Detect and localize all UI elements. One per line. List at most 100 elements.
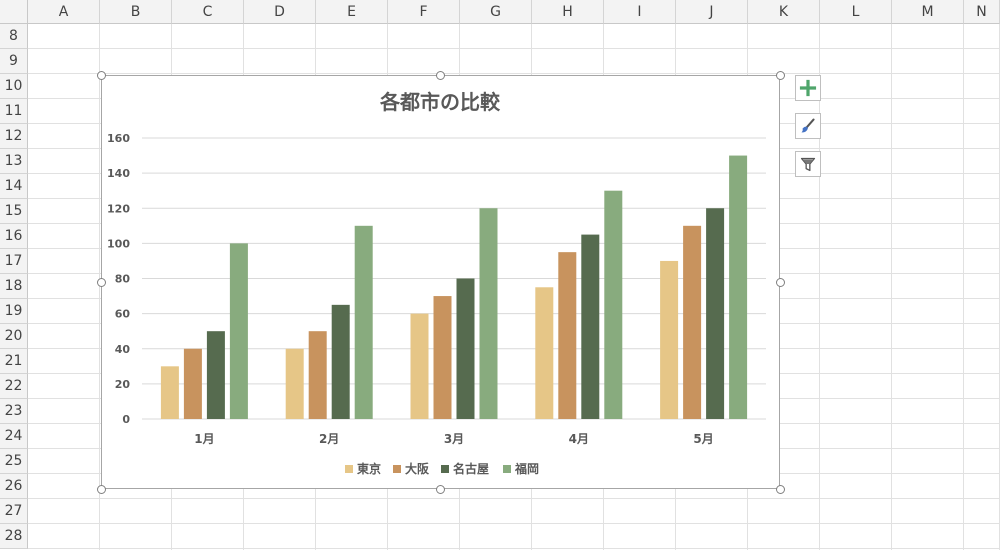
bar[interactable] — [729, 155, 748, 419]
row-gridline — [28, 73, 1000, 74]
row-gridline — [28, 548, 1000, 549]
column-header-c[interactable]: C — [172, 0, 244, 24]
x-tick-label: 1月 — [194, 432, 214, 446]
row-header-21[interactable]: 21 — [0, 349, 28, 374]
chart-elements-button[interactable] — [795, 75, 821, 101]
row-header-13[interactable]: 13 — [0, 149, 28, 174]
row-header-12[interactable]: 12 — [0, 124, 28, 149]
resize-handle[interactable] — [776, 485, 785, 494]
row-header-27[interactable]: 27 — [0, 499, 28, 524]
bar[interactable] — [456, 278, 475, 420]
row-header-8[interactable]: 8 — [0, 24, 28, 49]
column-header-d[interactable]: D — [244, 0, 316, 24]
y-tick-label: 100 — [107, 237, 130, 250]
bar[interactable] — [479, 208, 498, 419]
resize-handle[interactable] — [776, 278, 785, 287]
resize-handle[interactable] — [97, 485, 106, 494]
row-header-24[interactable]: 24 — [0, 424, 28, 449]
row-header-25[interactable]: 25 — [0, 449, 28, 474]
y-tick-label: 40 — [115, 343, 131, 356]
resize-handle[interactable] — [97, 71, 106, 80]
row-header-11[interactable]: 11 — [0, 99, 28, 124]
legend-swatch — [503, 465, 511, 473]
column-gridline — [819, 24, 820, 550]
column-header-e[interactable]: E — [316, 0, 388, 24]
x-tick-label: 2月 — [319, 432, 339, 446]
bar[interactable] — [581, 234, 600, 419]
bar[interactable] — [706, 208, 725, 419]
bar[interactable] — [206, 331, 225, 419]
bar[interactable] — [433, 296, 452, 419]
bar[interactable] — [604, 190, 623, 419]
y-tick-label: 60 — [115, 308, 131, 321]
legend-swatch — [345, 465, 353, 473]
chart-styles-button[interactable] — [795, 113, 821, 139]
bar[interactable] — [183, 348, 202, 419]
bar[interactable] — [535, 287, 554, 419]
row-header-20[interactable]: 20 — [0, 324, 28, 349]
select-all-corner[interactable] — [0, 0, 28, 24]
row-header-9[interactable]: 9 — [0, 49, 28, 74]
column-header-j[interactable]: J — [676, 0, 748, 24]
chart-legend[interactable]: 東京 大阪 名古屋 福岡 — [345, 461, 539, 476]
legend-label: 東京 — [357, 461, 381, 476]
resize-handle[interactable] — [436, 71, 445, 80]
bar[interactable] — [308, 331, 327, 419]
column-header-k[interactable]: K — [748, 0, 820, 24]
row-header-10[interactable]: 10 — [0, 74, 28, 99]
column-gridline — [891, 24, 892, 550]
column-header-i[interactable]: I — [604, 0, 676, 24]
chart-title[interactable]: 各都市の比較 — [379, 90, 501, 114]
row-gridline — [28, 523, 1000, 524]
row-gridline — [28, 48, 1000, 49]
bar[interactable] — [160, 366, 179, 419]
bar[interactable] — [229, 243, 248, 419]
row-header-14[interactable]: 14 — [0, 174, 28, 199]
x-tick-label: 3月 — [444, 432, 464, 446]
column-header-b[interactable]: B — [100, 0, 172, 24]
bar[interactable] — [354, 225, 373, 419]
bar[interactable] — [683, 225, 702, 419]
legend-label: 福岡 — [514, 461, 539, 476]
row-header-17[interactable]: 17 — [0, 249, 28, 274]
row-gridline — [28, 498, 1000, 499]
row-header-19[interactable]: 19 — [0, 299, 28, 324]
y-tick-label: 120 — [107, 202, 130, 215]
column-header-a[interactable]: A — [28, 0, 100, 24]
column-header-n[interactable]: N — [964, 0, 1000, 24]
chart-filters-button[interactable] — [795, 151, 821, 177]
column-header-f[interactable]: F — [388, 0, 460, 24]
row-header-18[interactable]: 18 — [0, 274, 28, 299]
legend-label: 大阪 — [405, 461, 430, 476]
x-tick-label: 5月 — [693, 432, 713, 446]
chart-area[interactable]: 各都市の比較 0 20 40 60 80 100 120 140 160 1月 2月 3月 4月 5月 … — [101, 75, 780, 489]
row-header-22[interactable]: 22 — [0, 374, 28, 399]
resize-handle[interactable] — [436, 485, 445, 494]
plus-icon — [799, 79, 817, 97]
resize-handle[interactable] — [97, 278, 106, 287]
row-header-15[interactable]: 15 — [0, 199, 28, 224]
y-tick-label: 80 — [115, 273, 131, 286]
bar[interactable] — [410, 313, 429, 419]
bar[interactable] — [660, 260, 679, 419]
row-header-16[interactable]: 16 — [0, 224, 28, 249]
bar[interactable] — [558, 252, 577, 419]
brush-icon — [801, 118, 815, 133]
column-header-m[interactable]: M — [892, 0, 964, 24]
legend-label: 名古屋 — [453, 461, 489, 476]
resize-handle[interactable] — [776, 71, 785, 80]
bar[interactable] — [285, 348, 304, 419]
column-gridline — [963, 24, 964, 550]
row-header-28[interactable]: 28 — [0, 524, 28, 549]
column-header-g[interactable]: G — [460, 0, 532, 24]
row-header-23[interactable]: 23 — [0, 399, 28, 424]
y-tick-label: 20 — [115, 378, 131, 391]
bar[interactable] — [331, 304, 350, 419]
column-header-h[interactable]: H — [532, 0, 604, 24]
column-header-l[interactable]: L — [820, 0, 892, 24]
y-tick-label: 0 — [122, 413, 130, 426]
filter-icon — [800, 157, 816, 172]
row-header-26[interactable]: 26 — [0, 474, 28, 499]
x-tick-label: 4月 — [569, 432, 589, 446]
